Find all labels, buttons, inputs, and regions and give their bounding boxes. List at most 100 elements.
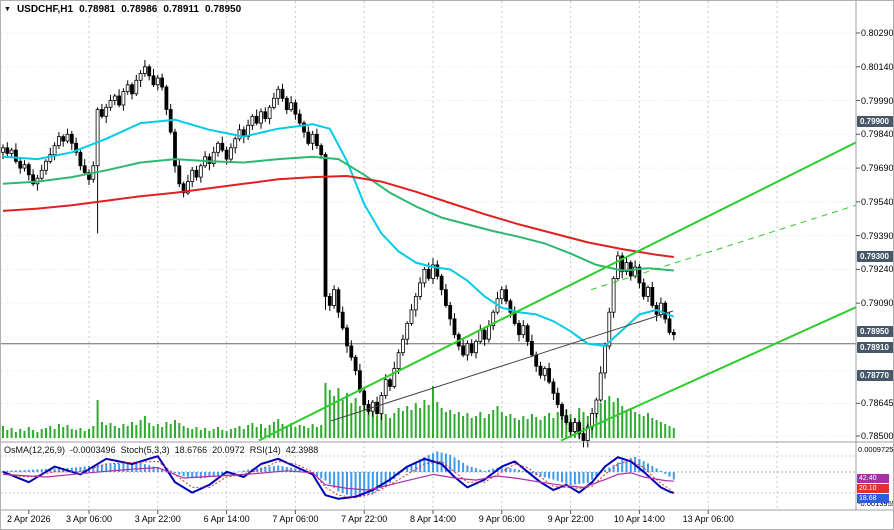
candle-body	[482, 329, 487, 340]
candle-body	[603, 345, 607, 374]
candle-body	[61, 136, 66, 142]
candle-body	[284, 97, 289, 111]
candle-body	[18, 160, 23, 169]
candle-body	[336, 289, 341, 313]
candle-body	[254, 115, 259, 124]
candle-body	[263, 111, 268, 120]
candle-body	[95, 109, 100, 167]
candle-body	[620, 255, 625, 273]
candle-body	[585, 426, 590, 441]
candle-body	[667, 318, 672, 333]
candle-body	[474, 340, 478, 354]
candle-body	[345, 327, 349, 347]
dropdown-marker-icon: ▼	[4, 5, 11, 13]
candle-body	[439, 275, 444, 291]
candle-body	[521, 325, 526, 336]
candle-body	[271, 97, 276, 108]
stoch-signal-line	[2, 459, 675, 499]
candle-body	[87, 172, 91, 180]
low-value: 0.78911	[163, 4, 199, 15]
candle-body	[357, 370, 362, 392]
candle-body	[491, 311, 496, 327]
candle-body	[185, 181, 190, 194]
candle-body	[340, 311, 345, 329]
candle-body	[280, 88, 285, 99]
candle-body	[663, 302, 668, 320]
candle-body	[26, 164, 31, 176]
candle-body	[104, 106, 109, 117]
candle-body	[177, 165, 182, 185]
chart-title: ▼ USDCHF,H1 0.78981 0.78986 0.78911 0.78…	[4, 4, 241, 15]
ma-mid-green-line	[2, 155, 674, 272]
candle-body	[216, 142, 220, 153]
candle-body	[332, 289, 337, 306]
candle-body	[448, 304, 453, 320]
osma-value: -0.0003496	[70, 445, 116, 455]
candle-body	[611, 277, 616, 313]
candle-body	[190, 169, 195, 183]
rsi-line	[2, 467, 674, 491]
candle-body	[573, 422, 577, 432]
candle-body	[160, 77, 165, 88]
candle-body	[641, 282, 646, 297]
candle-body	[400, 338, 405, 354]
candle-body	[508, 300, 513, 313]
candle-body	[375, 401, 380, 414]
ma-slow-red-line	[2, 175, 674, 258]
candle-body	[671, 331, 676, 336]
candle-body	[211, 151, 216, 165]
candle-body	[577, 422, 582, 435]
candle-body	[616, 255, 620, 279]
candle-body	[443, 289, 448, 306]
candle-body	[534, 354, 539, 367]
candle-body	[74, 142, 78, 153]
candle-body	[538, 365, 543, 376]
candle-body	[297, 113, 302, 124]
candle-body	[310, 133, 315, 144]
trendline-support-minor	[560, 306, 857, 442]
candle-body	[469, 343, 474, 354]
candle-body	[349, 345, 354, 358]
candle-body	[31, 174, 36, 185]
candle-body	[125, 84, 130, 93]
candle-body	[323, 154, 328, 297]
candle-body	[542, 368, 547, 376]
candle-body	[134, 79, 139, 95]
candle-body	[426, 268, 431, 279]
candle-body	[478, 329, 483, 342]
candle-body	[314, 133, 319, 147]
candle-body	[306, 131, 311, 144]
candle-body	[504, 289, 509, 302]
candle-body	[366, 404, 371, 412]
candle-body	[499, 289, 504, 300]
candle-body	[293, 102, 298, 115]
candle-body	[267, 106, 272, 120]
candle-body	[555, 392, 560, 405]
candle-body	[276, 88, 281, 99]
candle-body	[594, 399, 599, 414]
candle-body	[250, 115, 255, 126]
candle-body	[465, 343, 470, 356]
candle-body	[431, 264, 435, 279]
stoch-main-line	[2, 455, 675, 500]
stoch-label: Stoch(5,3,3)	[120, 445, 170, 455]
candle-body	[568, 422, 573, 432]
indicator-header: OsMA(12,26,9) -0.0003496 Stoch(5,3,3) 18…	[4, 445, 318, 455]
candle-body	[409, 309, 414, 324]
stoch-k-value: 18.6766	[174, 445, 208, 455]
candle-body	[396, 352, 401, 369]
candle-body	[78, 151, 83, 167]
candle-body	[353, 356, 358, 372]
candle-body	[517, 322, 521, 336]
candle-body	[624, 262, 629, 273]
candle-body	[224, 149, 229, 160]
candle-body	[22, 164, 27, 169]
candle-body	[547, 368, 551, 383]
candle-body	[319, 145, 324, 156]
candle-body	[121, 91, 126, 106]
trendline-thin-black	[330, 310, 674, 422]
candle-body	[452, 318, 457, 336]
candle-body	[228, 147, 233, 160]
